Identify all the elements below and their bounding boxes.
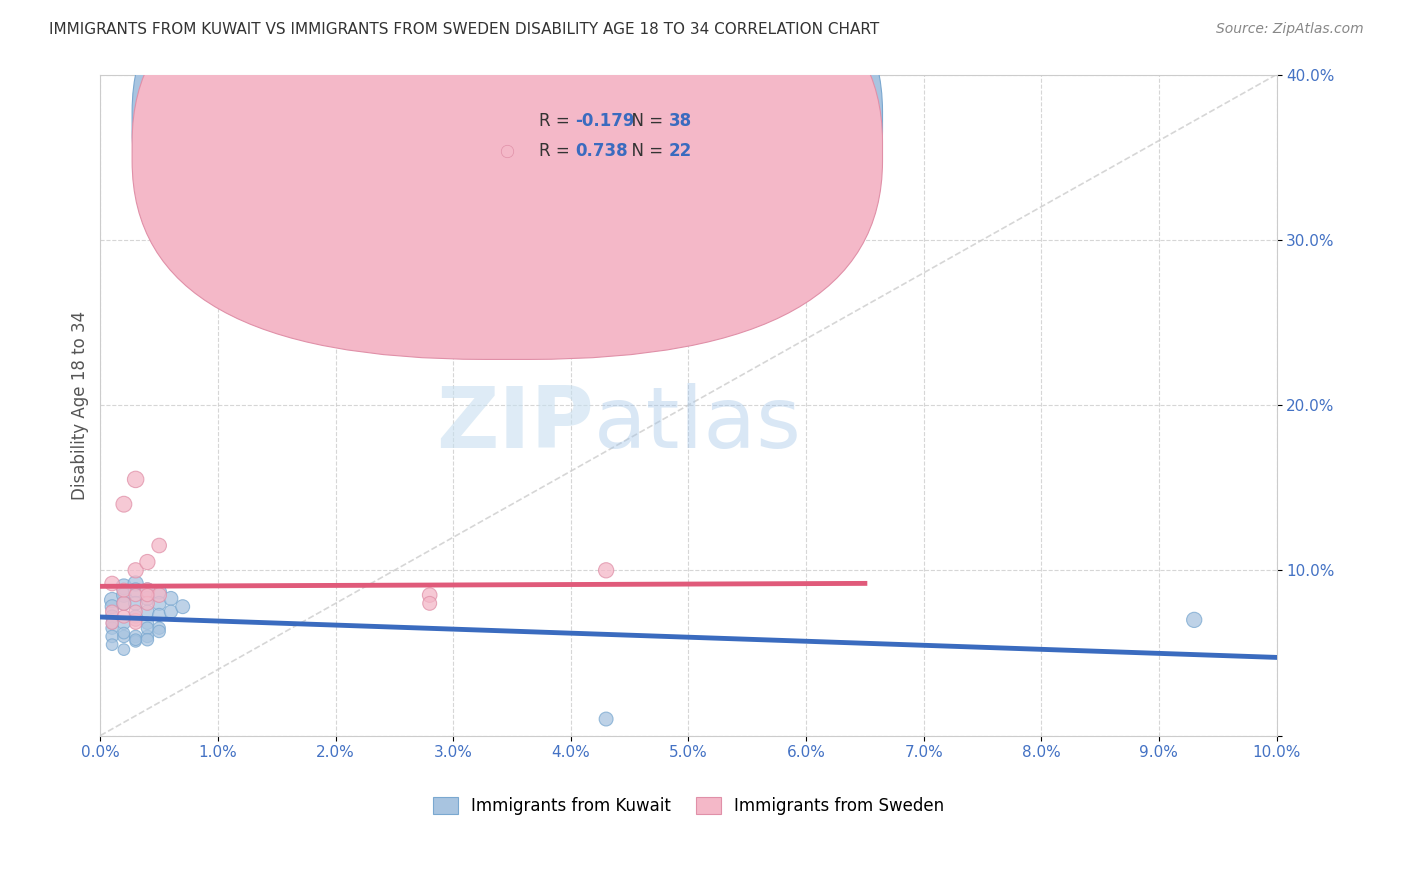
- Point: [160, 605, 183, 619]
- Point: [124, 576, 146, 591]
- Text: R =: R =: [538, 142, 575, 161]
- Point: [148, 624, 170, 639]
- Point: [136, 583, 159, 598]
- Point: [101, 593, 124, 607]
- Point: [136, 629, 159, 643]
- Point: [124, 472, 146, 486]
- Point: [101, 576, 124, 591]
- Point: [112, 626, 135, 640]
- Point: [112, 583, 135, 598]
- Point: [112, 580, 135, 594]
- Text: 0.738: 0.738: [575, 142, 628, 161]
- Point: [124, 605, 146, 619]
- Point: [136, 621, 159, 635]
- Point: [124, 616, 146, 631]
- FancyBboxPatch shape: [132, 0, 883, 330]
- Legend: Immigrants from Kuwait, Immigrants from Sweden: Immigrants from Kuwait, Immigrants from …: [426, 790, 950, 822]
- Text: 22: 22: [668, 142, 692, 161]
- Text: IMMIGRANTS FROM KUWAIT VS IMMIGRANTS FROM SWEDEN DISABILITY AGE 18 TO 34 CORRELA: IMMIGRANTS FROM KUWAIT VS IMMIGRANTS FRO…: [49, 22, 880, 37]
- Point: [419, 588, 441, 602]
- Point: [136, 588, 159, 602]
- Text: ZIP: ZIP: [437, 384, 595, 467]
- Point: [595, 563, 617, 577]
- Point: [136, 555, 159, 569]
- Point: [595, 712, 617, 726]
- Point: [101, 629, 124, 643]
- Point: [124, 632, 146, 647]
- Point: [112, 609, 135, 624]
- Point: [101, 638, 124, 652]
- FancyBboxPatch shape: [132, 0, 883, 359]
- Text: -0.179: -0.179: [575, 112, 636, 130]
- Point: [172, 599, 194, 614]
- Point: [148, 596, 170, 610]
- Point: [101, 605, 124, 619]
- Text: atlas: atlas: [595, 384, 803, 467]
- Text: Source: ZipAtlas.com: Source: ZipAtlas.com: [1216, 22, 1364, 37]
- Point: [112, 642, 135, 657]
- Text: N =: N =: [621, 112, 669, 130]
- Point: [124, 596, 146, 610]
- Point: [101, 609, 124, 624]
- Y-axis label: Disability Age 18 to 34: Disability Age 18 to 34: [72, 310, 89, 500]
- Point: [101, 599, 124, 614]
- Text: R =: R =: [538, 112, 575, 130]
- Point: [112, 596, 135, 610]
- Point: [148, 584, 170, 599]
- Point: [419, 596, 441, 610]
- Point: [148, 621, 170, 635]
- Point: [101, 616, 124, 631]
- Point: [124, 583, 146, 598]
- Point: [112, 588, 135, 602]
- Point: [136, 605, 159, 619]
- Point: [148, 607, 170, 622]
- Point: [124, 588, 146, 602]
- Point: [112, 497, 135, 511]
- Point: [136, 632, 159, 647]
- Point: [136, 591, 159, 606]
- Point: [124, 629, 146, 643]
- Point: [148, 539, 170, 553]
- Point: [136, 583, 159, 598]
- Point: [124, 613, 146, 627]
- Point: [112, 629, 135, 643]
- Text: 38: 38: [668, 112, 692, 130]
- Point: [124, 609, 146, 624]
- Point: [136, 596, 159, 610]
- Point: [112, 616, 135, 631]
- Point: [1182, 613, 1205, 627]
- Point: [101, 621, 124, 635]
- Point: [101, 616, 124, 631]
- Point: [136, 616, 159, 631]
- Point: [124, 563, 146, 577]
- Text: N =: N =: [621, 142, 669, 161]
- Point: [160, 591, 183, 606]
- Point: [148, 588, 170, 602]
- Point: [124, 634, 146, 648]
- Point: [112, 596, 135, 610]
- FancyBboxPatch shape: [471, 97, 724, 174]
